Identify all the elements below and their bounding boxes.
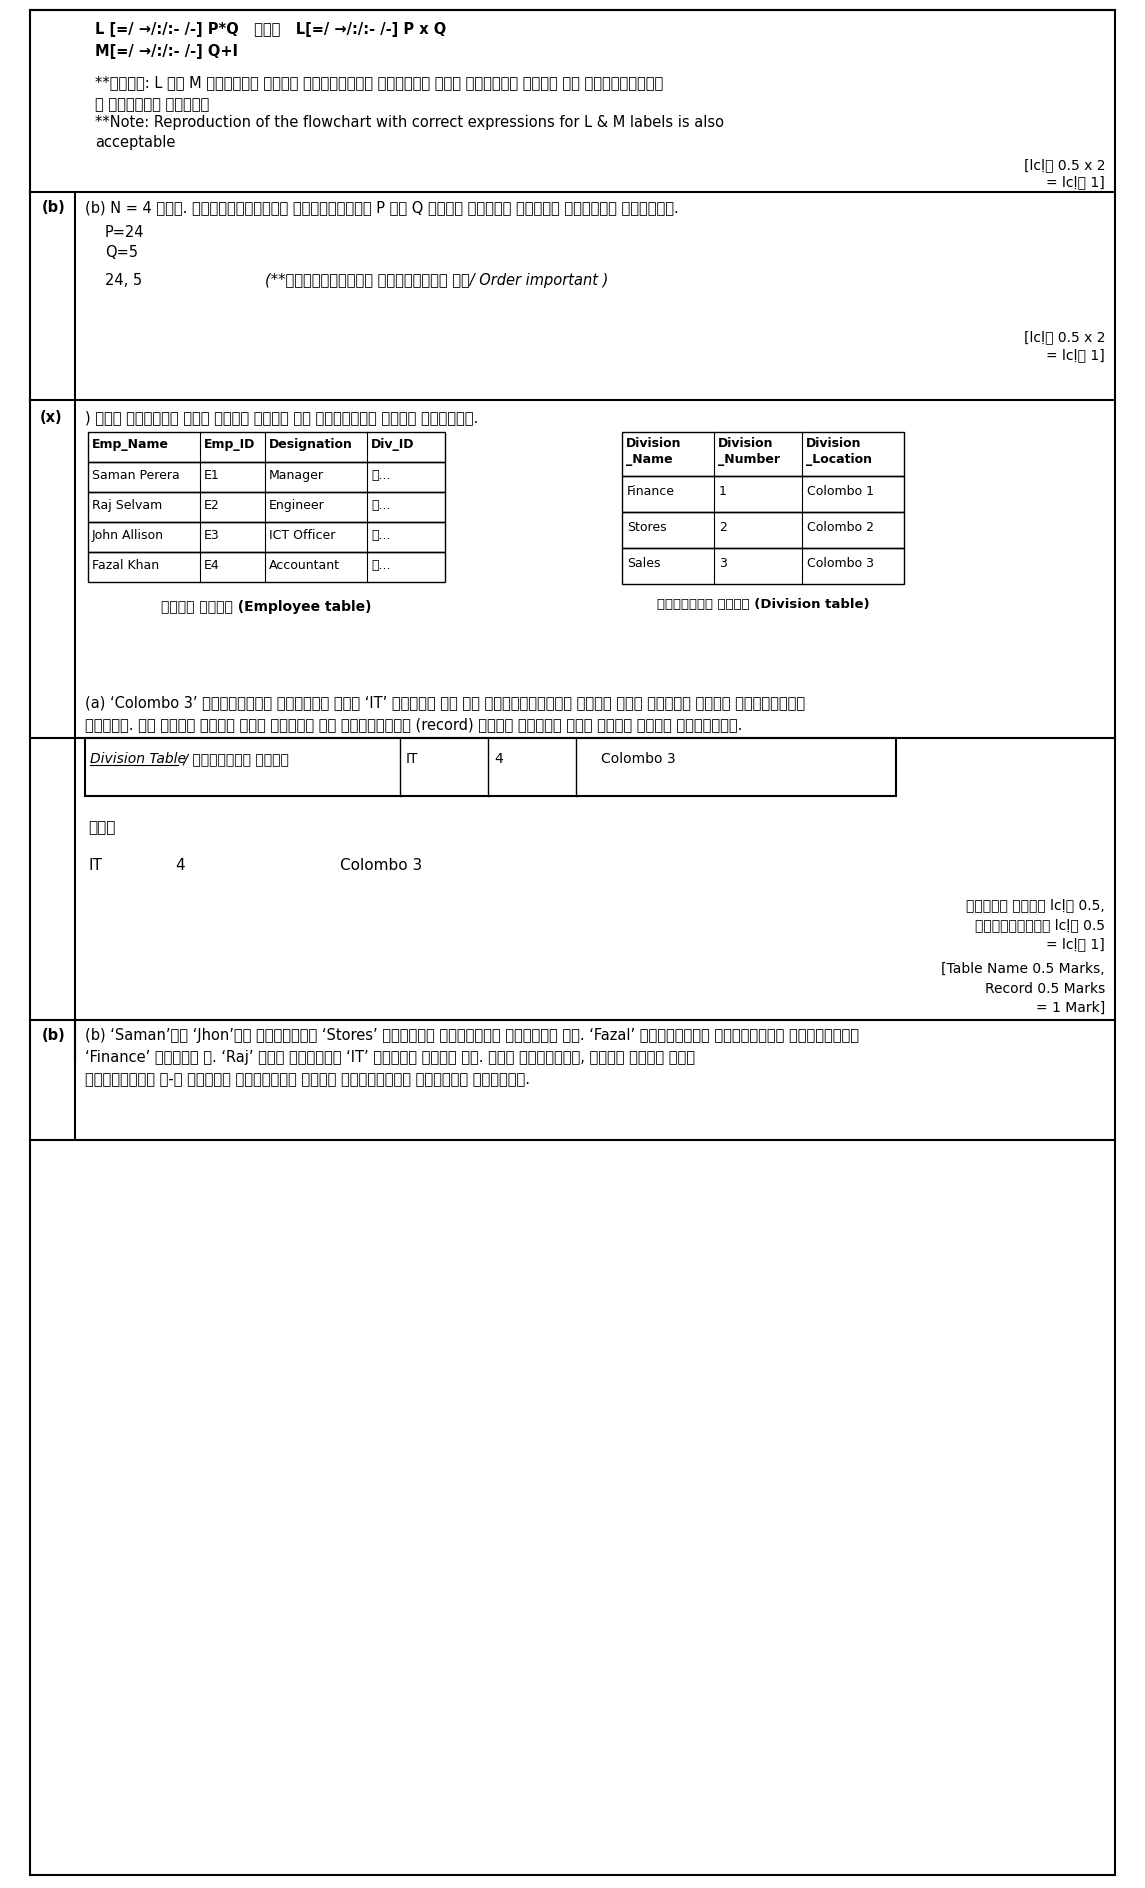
Text: Ⓡ...: Ⓡ... (371, 529, 390, 542)
Text: L [=/ →/:/:- /-] P*Q   ොය්   L[=/ →/:/:- /-] P x Q: L [=/ →/:/:- /-] P*Q ොය් L[=/ →/:/:- /-]… (95, 23, 447, 38)
Text: Fazal Khan: Fazal Khan (92, 559, 159, 572)
Text: = lcḷු 1]: = lcḷු 1] (1047, 347, 1105, 362)
Text: **Note: Reproduction of the flowchart with correct expressions for L & M labels : **Note: Reproduction of the flowchart wi… (95, 115, 724, 130)
Text: රේකොර්ේයට lcḷු 0.5: රේකොර්ේයට lcḷු 0.5 (976, 918, 1105, 933)
Text: Colombo 2: Colombo 2 (807, 521, 874, 534)
Text: [lcḷු 0.5 x 2: [lcḷු 0.5 x 2 (1024, 330, 1105, 344)
Text: Emp_Name: Emp_Name (92, 438, 169, 451)
Text: (b): (b) (42, 200, 65, 215)
Text: Designation: Designation (269, 438, 353, 451)
Text: 3: 3 (719, 557, 727, 570)
Bar (88, 463, 445, 493)
Text: (**අනුපිලිවෝල අත්යවසයය වේ/ Order important ): (**අනුපිලිවෝල අත්යවසයය වේ/ Order importa… (264, 274, 608, 289)
Bar (88, 521, 445, 551)
Text: Ⓡ...: Ⓡ... (371, 498, 390, 512)
Text: IT: IT (406, 751, 419, 767)
Text: ) පහත ෛොන්නා ඇති සේවක වගුව සහ කාර්යාග වගුව සලකන්න.: ) පහත ෛොන්නා ඇති සේවක වගුව සහ කාර්යාග වග… (85, 410, 479, 425)
Bar (622, 512, 905, 548)
Text: E1: E1 (204, 468, 220, 481)
Text: 2: 2 (719, 521, 727, 534)
Text: Sales: Sales (627, 557, 661, 570)
Text: Ⓡ...: Ⓡ... (371, 559, 390, 572)
Text: Stores: Stores (627, 521, 666, 534)
Text: සේවක වගුව (Employee table): සේවක වගුව (Employee table) (161, 600, 372, 614)
Text: කාර්යාග වගුව (Division table): කාර්යාග වගුව (Division table) (657, 598, 869, 612)
Text: P=24: P=24 (105, 225, 144, 240)
Text: Colombo 3: Colombo 3 (807, 557, 874, 570)
Text: ොය්: ොය් (88, 819, 116, 834)
Text: 4: 4 (175, 857, 184, 872)
Text: ICT Officer: ICT Officer (269, 529, 335, 542)
Bar (622, 476, 905, 512)
Text: (b) N = 4 තම්. ඇල්ගෝරිතමක් අවසානයේදි P සහ Q සදහා පවතින අවසන් අගයන්༁ ලියන්න.: (b) N = 4 තම්. ඇල්ගෝරිතමක් අවසානයේදි P ස… (85, 200, 679, 215)
Text: M[=/ →/:/:- /-] Q+I: M[=/ →/:/:- /-] Q+I (95, 43, 238, 59)
Text: Division: Division (718, 436, 774, 449)
Text: වගුවේ නමටට lcḷු 0.5,: වගුවේ නමටට lcḷු 0.5, (966, 899, 1105, 912)
Text: = 1 Mark]: = 1 Mark] (1036, 1001, 1105, 1016)
Text: Division: Division (806, 436, 861, 449)
Bar (622, 548, 905, 583)
Text: (x): (x) (40, 410, 63, 425)
Text: _Location: _Location (806, 453, 872, 466)
Text: Colombo 3: Colombo 3 (340, 857, 423, 872)
Text: කරන්න. මේ සදහා එකතු කලා යුතුව නව රේකොර්ේය (record) ඇදාල වගුවේ නම් සහලල ලියා දක්ව: කරන්න. මේ සදහා එකතු කලා යුතුව නව රේකොර්ේ… (85, 717, 742, 733)
Text: Accountant: Accountant (269, 559, 340, 572)
Text: E2: E2 (204, 498, 220, 512)
Text: Emp_ID: Emp_ID (204, 438, 255, 451)
Bar (622, 432, 905, 476)
Text: John Allison: John Allison (92, 529, 164, 542)
Text: = lcḷු 1]: = lcḷු 1] (1047, 176, 1105, 189)
Text: Finance: Finance (627, 485, 676, 498)
Text: Engineer: Engineer (269, 498, 325, 512)
Text: Ⓡ...: Ⓡ... (371, 468, 390, 481)
Bar (88, 432, 445, 463)
Text: Q=5: Q=5 (105, 245, 139, 261)
Text: E4: E4 (204, 559, 220, 572)
Text: Division: Division (626, 436, 681, 449)
Text: acceptable: acceptable (95, 136, 175, 149)
Text: Div_ID: Div_ID (371, 438, 414, 451)
Text: 24, 5: 24, 5 (105, 274, 142, 289)
Text: 4: 4 (493, 751, 503, 767)
Text: / කාර්යාග වගුව: / කාර්යාග වගුව (179, 751, 289, 767)
Bar (88, 551, 445, 582)
Text: Manager: Manager (269, 468, 324, 481)
Text: _Name: _Name (626, 453, 672, 466)
Text: Saman Perera: Saman Perera (92, 468, 180, 481)
Bar (88, 493, 445, 521)
Text: ද පිලිගත නාහිය: ද පිලිගත නාහිය (95, 96, 210, 111)
Text: ‘Finance’ අයකයා ය. ‘Raj’ මයන සාලයේ් ‘IT’ අයකයේ කෂේව ඇත. මේම තොරතුරු, සේවක වගුව ස: ‘Finance’ අයකයා ය. ‘Raj’ මයන සාලයේ් ‘IT’… (85, 1050, 695, 1065)
Text: E3: E3 (204, 529, 220, 542)
Text: = lcḷු 1]: = lcḷු 1] (1047, 936, 1105, 952)
Text: _Number: _Number (718, 453, 780, 466)
Text: පෝන්නේටේ ප-ෞ දක්වා වගුවලතට අදාල නිවාර්දි අගයන්༁ ලියන්න.: පෝන්නේටේ ප-ෞ දක්වා වගුවලතට අදාල නිවාර්දි… (85, 1072, 530, 1087)
Text: **සටහන: L සහ M ලෙල්බල සදහා නිවාර්දි ජරකාසන සමහ ගාලිම් සටහන ඇද අවස්༁ාවන්: **සටහන: L සහ M ලෙල්බල සදහා නිවාර්දි ජරකා… (95, 76, 663, 91)
Text: Division Table: Division Table (90, 751, 185, 767)
Text: [lcḷු 0.5 x 2: [lcḷු 0.5 x 2 (1024, 159, 1105, 172)
Text: Colombo 1: Colombo 1 (807, 485, 874, 498)
Text: Raj Selvam: Raj Selvam (92, 498, 163, 512)
Text: IT: IT (88, 857, 102, 872)
Text: Record 0.5 Marks: Record 0.5 Marks (985, 982, 1105, 997)
Text: [Table Name 0.5 Marks,: [Table Name 0.5 Marks, (941, 963, 1105, 976)
Text: 1: 1 (719, 485, 727, 498)
Bar (85, 738, 897, 797)
Text: Colombo 3: Colombo 3 (601, 751, 676, 767)
Text: (b) ‘Saman’යා ‘Jhon’යන දේදදානා ‘Stores’ අයකයේ් කාර්යයේ පිලිබු වේ. ‘Fazal’ කාර්යය: (b) ‘Saman’යා ‘Jhon’යන දේදදානා ‘Stores’ … (85, 1027, 859, 1042)
Text: (b): (b) (42, 1027, 65, 1042)
Text: (a) ‘Colombo 3’ ප්‍රදේශයේ පිහිටා ඇති ‘IT’ නමින් වු නව කාර්යාගයක් එකතු කලා යුතුව : (a) ‘Colombo 3’ ප්‍රදේශයේ පිහිටා ඇති ‘IT… (85, 695, 805, 710)
